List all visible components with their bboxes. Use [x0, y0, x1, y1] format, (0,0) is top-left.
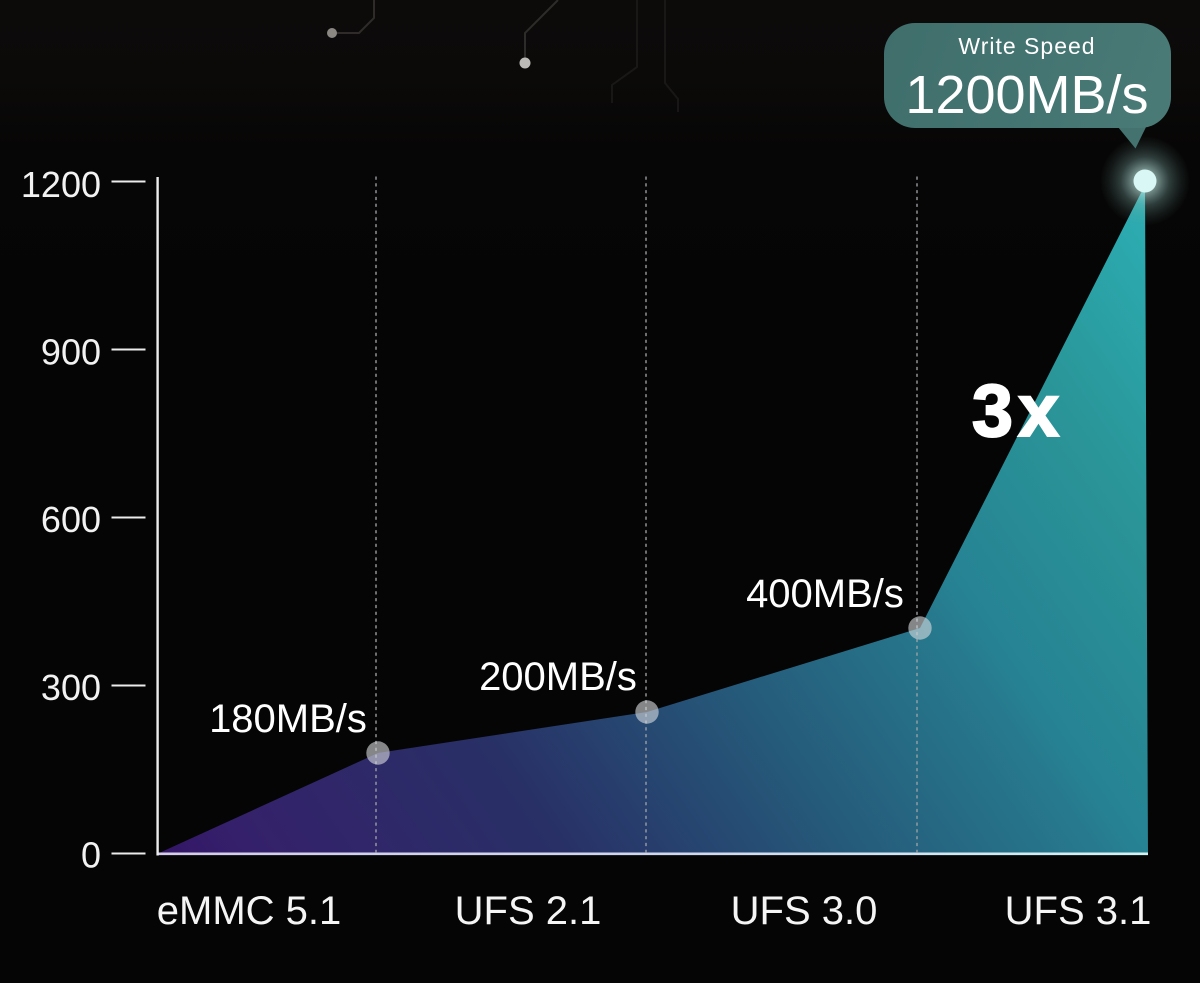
svg-text:300: 300 — [41, 667, 101, 708]
svg-text:0: 0 — [81, 835, 101, 876]
svg-text:200MB/s: 200MB/s — [479, 655, 637, 699]
svg-text:180MB/s: 180MB/s — [209, 697, 367, 741]
svg-text:3x: 3x — [972, 369, 1064, 452]
svg-text:UFS 3.1: UFS 3.1 — [1005, 889, 1152, 933]
svg-text:1200MB/s: 1200MB/s — [905, 65, 1148, 125]
svg-text:900: 900 — [41, 332, 101, 373]
svg-text:1200: 1200 — [21, 164, 101, 205]
svg-text:400MB/s: 400MB/s — [746, 572, 904, 616]
svg-text:Write Speed: Write Speed — [958, 33, 1095, 59]
svg-text:eMMC 5.1: eMMC 5.1 — [157, 889, 342, 933]
svg-text:600: 600 — [41, 499, 101, 540]
svg-text:UFS 3.0: UFS 3.0 — [731, 889, 878, 933]
svg-text:UFS 2.1: UFS 2.1 — [455, 889, 602, 933]
